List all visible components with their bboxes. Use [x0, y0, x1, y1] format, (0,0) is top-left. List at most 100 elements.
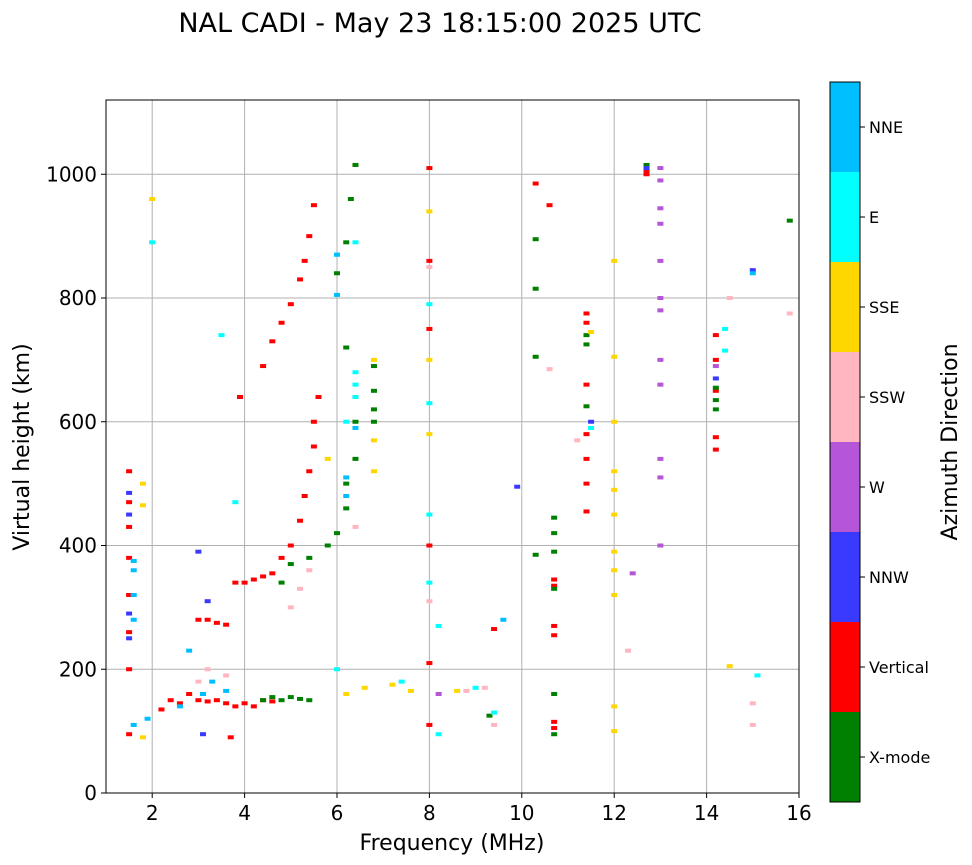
data-point-ssw: [786, 311, 793, 316]
data-point-vertical: [551, 583, 558, 588]
y-tick-label: 0: [84, 781, 97, 805]
data-point-e: [218, 333, 225, 338]
data-point-sse: [726, 664, 733, 669]
data-point-nnw: [514, 484, 521, 489]
data-point-e: [149, 240, 156, 245]
data-point-e: [472, 685, 479, 690]
data-point-vertical: [583, 382, 590, 387]
data-point-vertical: [223, 701, 230, 706]
colorbar-swatch-nnw: [830, 532, 860, 622]
data-point-ssw: [195, 679, 202, 684]
colorbar-label: NNE: [869, 118, 903, 137]
data-point-sse: [611, 419, 618, 424]
data-point-nne: [209, 679, 216, 684]
data-point-ssw: [625, 648, 632, 653]
data-point-vertical: [426, 326, 433, 331]
data-point-x-mode: [334, 531, 340, 536]
data-point-nnw: [126, 490, 133, 495]
data-point-sse: [426, 357, 433, 362]
data-point-ssw: [306, 568, 313, 573]
colorbar-label: X-mode: [869, 748, 930, 767]
data-point-vertical: [546, 203, 553, 208]
y-axis-ticks: 0 200 400 600 800 1000: [46, 162, 106, 805]
data-point-vertical: [310, 419, 317, 424]
data-point-w: [657, 357, 664, 362]
data-point-x-mode: [551, 586, 558, 591]
data-point-sse: [611, 729, 618, 734]
data-point-w: [629, 571, 636, 576]
x-tick-label: 16: [786, 801, 811, 825]
data-point-sse: [139, 481, 146, 486]
data-point-ssw: [481, 685, 488, 690]
colorbar-label: Vertical: [869, 658, 929, 677]
data-point-sse: [139, 503, 146, 508]
data-point-nne: [343, 475, 350, 480]
data-point-nne: [200, 692, 207, 696]
data-point-nne: [343, 494, 350, 498]
colorbar-label: NNW: [869, 568, 909, 587]
data-point-w: [712, 364, 719, 369]
data-point-vertical: [126, 732, 133, 737]
data-point-vertical: [241, 580, 248, 585]
data-point-vertical: [301, 258, 308, 263]
data-point-x-mode: [551, 732, 558, 737]
data-point-x-mode: [532, 237, 539, 242]
data-point-vertical: [583, 432, 590, 437]
data-point-ssw: [749, 722, 756, 727]
data-point-vertical: [287, 302, 294, 307]
data-point-ssw: [491, 722, 498, 727]
data-point-nne: [130, 593, 137, 597]
data-point-sse: [454, 688, 461, 693]
grid-lines: [106, 100, 799, 793]
x-axis-ticks: 2 4 6 8 10 12 14 16: [146, 793, 812, 825]
x-axis-label: Frequency (MHz): [360, 831, 545, 856]
data-point-vertical: [195, 698, 202, 703]
data-point-w: [435, 692, 442, 696]
data-point-x-mode: [551, 515, 558, 520]
data-point-vertical: [426, 258, 433, 263]
data-point-e: [722, 326, 729, 331]
data-point-x-mode: [297, 696, 304, 701]
data-point-ssw: [749, 701, 756, 706]
data-point-w: [657, 382, 664, 387]
data-point-ssw: [426, 599, 433, 604]
data-point-e: [435, 732, 442, 737]
data-point-x-mode: [786, 218, 793, 223]
y-axis-label: Virtual height (km): [10, 343, 35, 550]
data-point-nne: [749, 271, 756, 276]
x-tick-label: 10: [509, 801, 534, 825]
data-point-sse: [588, 330, 595, 335]
data-point-w: [657, 543, 664, 548]
data-point-sse: [139, 735, 146, 740]
data-point-nnw: [204, 599, 211, 604]
x-tick-label: 12: [601, 801, 626, 825]
data-point-sse: [370, 469, 377, 474]
data-point-vertical: [643, 169, 650, 174]
data-point-e: [426, 580, 433, 585]
data-point-nne: [130, 722, 137, 727]
data-point-sse: [343, 692, 350, 696]
data-point-e: [352, 382, 359, 387]
data-point-x-mode: [583, 333, 590, 338]
data-point-x-mode: [551, 692, 558, 696]
data-point-sse: [370, 438, 377, 443]
data-point-vertical: [532, 181, 539, 186]
data-point-vertical: [301, 494, 308, 498]
data-point-nne: [334, 292, 340, 297]
colorbar-swatch-nne: [830, 82, 860, 172]
y-tick-label: 1000: [46, 162, 97, 186]
data-point-vertical: [310, 203, 317, 208]
data-point-vertical: [643, 172, 650, 177]
data-point-vertical: [712, 435, 719, 440]
data-point-x-mode: [306, 555, 313, 560]
data-point-vertical: [126, 555, 133, 560]
data-point-vertical: [315, 395, 322, 399]
data-point-vertical: [712, 447, 719, 452]
data-point-x-mode: [343, 345, 350, 350]
data-point-x-mode: [269, 695, 276, 700]
data-point-x-mode: [324, 543, 331, 548]
data-point-vertical: [126, 500, 133, 505]
colorbar: X-mode Vertical NNW W SSW SSE E NNE: [829, 81, 930, 803]
colorbar-swatch-x-mode: [830, 712, 860, 802]
data-point-ssw: [574, 438, 581, 443]
